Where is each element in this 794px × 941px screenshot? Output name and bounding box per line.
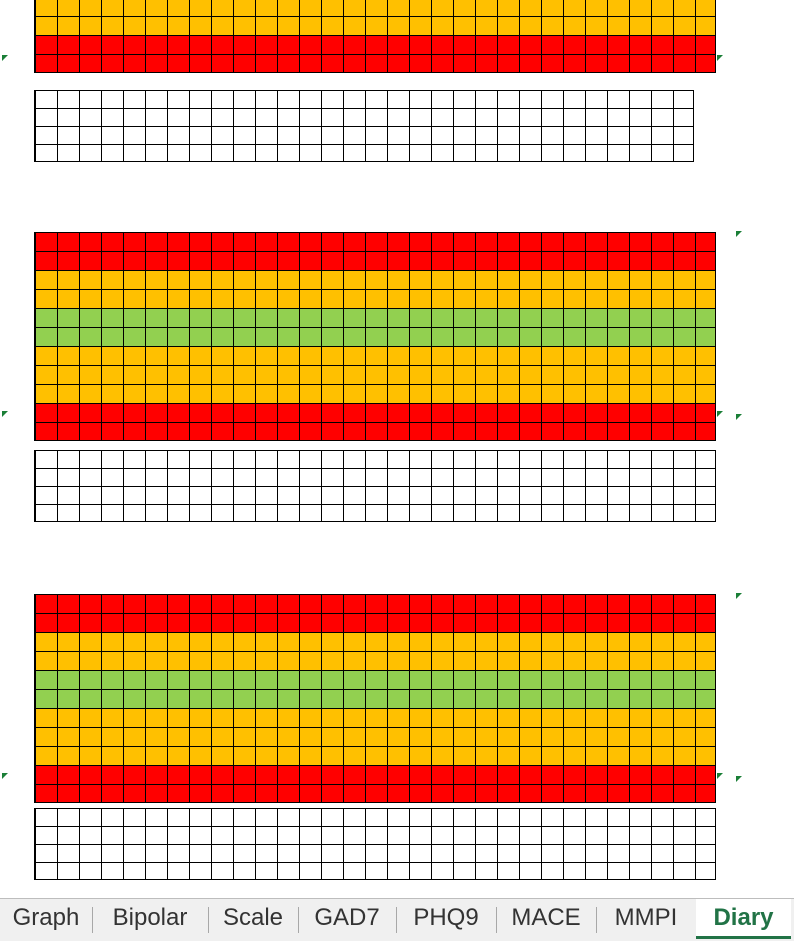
grid-row-9: [34, 613, 716, 632]
tab-separator: [496, 907, 497, 933]
comment-flag-icon: [2, 55, 8, 61]
grid-row-0: [34, 422, 716, 441]
comment-flag-icon: [2, 773, 8, 779]
grid-row-0: [34, 784, 716, 803]
grid-row-10: [34, 232, 716, 251]
grid-row-6: [34, 670, 716, 689]
grid-row-4: [34, 708, 716, 727]
stats-row-4: [34, 504, 716, 522]
sheet-tab-mace[interactable]: MACE: [511, 904, 581, 931]
sheet-tab-mmpi[interactable]: MMPI: [614, 904, 678, 931]
stats-row-4: [34, 144, 694, 162]
grid-row-10: [34, 594, 716, 613]
comment-flag-icon: [736, 231, 742, 237]
stats-row-2: [34, 108, 694, 126]
stats-table: [34, 808, 716, 880]
sheet-tab-phq9[interactable]: PHQ9: [413, 904, 479, 931]
diary-sheet: [2, 0, 742, 880]
stats-row-4: [34, 862, 716, 880]
grid-row-3: [34, 0, 716, 16]
grid-row-8: [34, 270, 716, 289]
grid-row-2: [34, 746, 716, 765]
grid-row-3: [34, 365, 716, 384]
stats-row-1: [34, 450, 716, 468]
stats-row-3: [34, 844, 716, 862]
grid-row-0: [34, 54, 716, 73]
jan-mood-grid: [34, 594, 716, 803]
sheet-tab-bar: Graph Bipolar Scale GAD7 PHQ9 MACE MMPI Diary: [0, 898, 794, 941]
grid-row-5: [34, 327, 716, 346]
tab-separator: [208, 907, 209, 933]
top-mood-grid: [34, 0, 716, 73]
tab-separator: [596, 907, 597, 933]
comment-flag-icon: [736, 593, 742, 599]
grid-row-6: [34, 308, 716, 327]
grid-row-3: [34, 727, 716, 746]
comment-flag-icon: [736, 776, 742, 782]
sheet-tab-diary[interactable]: Diary: [696, 899, 791, 939]
tab-separator: [396, 907, 397, 933]
grid-row-2: [34, 384, 716, 403]
sheet-tab-gad7[interactable]: GAD7: [314, 904, 380, 931]
comment-flag-icon: [717, 411, 723, 417]
stats-row-2: [34, 468, 716, 486]
grid-row-1: [34, 403, 716, 422]
sheet-tab-graph[interactable]: Graph: [12, 904, 80, 931]
sheet-tab-bipolar[interactable]: Bipolar: [112, 904, 188, 931]
tab-separator: [298, 907, 299, 933]
stats-row-3: [34, 126, 694, 144]
stats-table: [34, 450, 716, 522]
tab-separator: [92, 907, 93, 933]
comment-flag-icon: [736, 414, 742, 420]
stats-row-1: [34, 808, 716, 826]
grid-row-5: [34, 689, 716, 708]
dec-mood-grid: [34, 232, 716, 441]
comment-flag-icon: [717, 773, 723, 779]
grid-row-9: [34, 251, 716, 270]
sheet-tab-scale[interactable]: Scale: [222, 904, 284, 931]
comment-flag-icon: [717, 55, 723, 61]
stats-row-3: [34, 486, 716, 504]
grid-row-1: [34, 765, 716, 784]
comment-flag-icon: [2, 411, 8, 417]
grid-row-7: [34, 289, 716, 308]
stats-table: [34, 90, 716, 162]
stats-row-2: [34, 826, 716, 844]
grid-row-4: [34, 346, 716, 365]
grid-row-7: [34, 651, 716, 670]
stats-row-1: [34, 90, 694, 108]
grid-row-8: [34, 632, 716, 651]
grid-row-1: [34, 35, 716, 54]
grid-row-2: [34, 16, 716, 35]
